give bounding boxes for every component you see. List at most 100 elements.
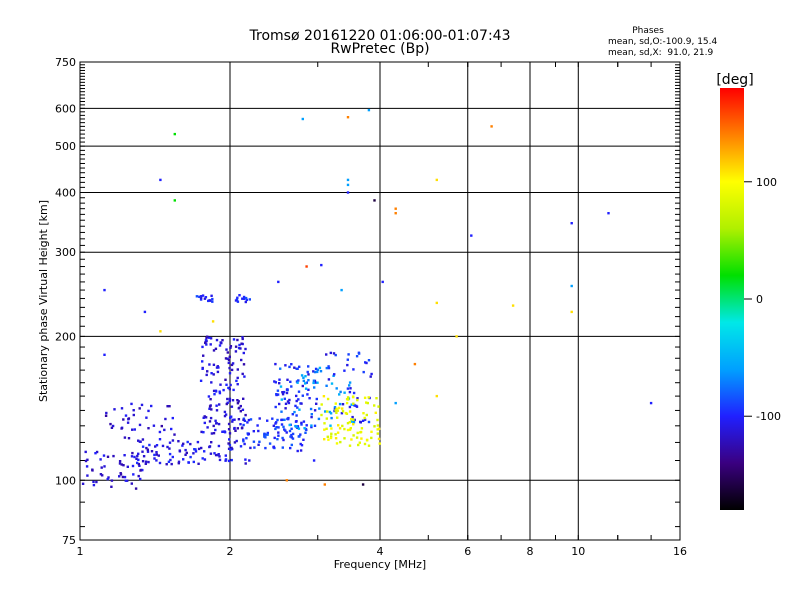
data-point (92, 480, 95, 483)
data-point (352, 418, 355, 421)
data-point (376, 428, 379, 431)
data-point (203, 450, 206, 453)
data-point (313, 386, 316, 389)
data-point (350, 420, 353, 423)
y-tick-label: 400 (55, 186, 76, 199)
data-point (243, 419, 247, 422)
data-point (435, 394, 438, 398)
data-point (370, 430, 373, 433)
data-point (137, 462, 140, 466)
data-point (227, 422, 231, 426)
data-point (230, 368, 234, 372)
data-point (212, 424, 215, 428)
data-point (231, 418, 234, 422)
data-point (320, 263, 323, 267)
colorbar (720, 88, 744, 510)
data-point (296, 406, 299, 409)
data-point (232, 338, 236, 341)
data-point (237, 418, 241, 421)
data-point (291, 413, 294, 416)
data-point (352, 395, 355, 399)
data-point (207, 395, 211, 398)
data-point (106, 477, 109, 481)
data-point (348, 381, 352, 384)
data-point (317, 417, 321, 421)
data-point (228, 432, 232, 435)
data-point (208, 445, 211, 449)
data-point (318, 366, 322, 370)
y-tick-label: 75 (62, 534, 76, 547)
stats-heading: Phases (632, 26, 664, 36)
data-point (141, 445, 145, 448)
data-point (209, 337, 213, 340)
data-point (193, 448, 196, 451)
data-point (341, 424, 344, 428)
data-point (126, 421, 130, 424)
data-point (173, 199, 176, 202)
data-point (104, 414, 108, 417)
data-point (207, 299, 210, 303)
data-point (244, 296, 248, 300)
data-point (166, 405, 169, 408)
data-point (229, 346, 232, 349)
data-point (236, 368, 239, 371)
data-point (346, 422, 350, 425)
data-point (226, 351, 229, 354)
data-point (200, 446, 203, 450)
data-point (257, 429, 260, 433)
data-point (138, 464, 141, 467)
data-point (338, 393, 341, 396)
data-point (293, 410, 296, 414)
data-point (343, 437, 346, 440)
data-point (240, 342, 243, 345)
data-point (122, 464, 125, 467)
data-point (329, 351, 332, 355)
data-point (310, 424, 313, 427)
data-point (286, 417, 289, 421)
data-point (355, 404, 358, 408)
data-point (81, 482, 85, 485)
data-point (334, 353, 337, 357)
data-point (363, 396, 367, 399)
colorbar-tick-label: -100 (756, 410, 781, 423)
data-point (291, 437, 295, 440)
data-point (136, 461, 139, 465)
data-point (346, 183, 350, 187)
data-point (297, 427, 301, 430)
data-point (244, 300, 247, 304)
data-point (607, 212, 610, 215)
data-point (230, 405, 234, 408)
data-point (365, 361, 368, 365)
data-point (286, 388, 289, 392)
data-point (189, 442, 192, 446)
data-point (281, 436, 284, 440)
data-point (184, 453, 187, 456)
data-point (230, 446, 233, 450)
data-point (294, 404, 297, 408)
data-point (124, 479, 127, 482)
data-point (343, 427, 346, 431)
data-point (204, 416, 208, 419)
data-point (304, 387, 308, 390)
data-point (280, 398, 283, 401)
data-point (132, 413, 135, 417)
stats-o-line: mean, sd,O:-100.9, 15.4 (608, 37, 718, 47)
data-point (298, 435, 301, 438)
data-point (258, 417, 261, 420)
data-point (218, 455, 221, 458)
y-tick-label: 100 (55, 474, 76, 487)
data-point (300, 402, 303, 405)
data-point (152, 424, 156, 427)
data-point (242, 297, 246, 300)
data-point (147, 409, 150, 413)
data-point (375, 397, 378, 400)
data-point (220, 341, 223, 345)
data-point (307, 388, 310, 391)
data-point (373, 199, 376, 202)
data-point (137, 452, 140, 455)
data-point (323, 483, 326, 486)
data-point (145, 416, 148, 419)
data-point (363, 416, 366, 420)
data-point (236, 338, 239, 342)
data-point (346, 191, 350, 194)
